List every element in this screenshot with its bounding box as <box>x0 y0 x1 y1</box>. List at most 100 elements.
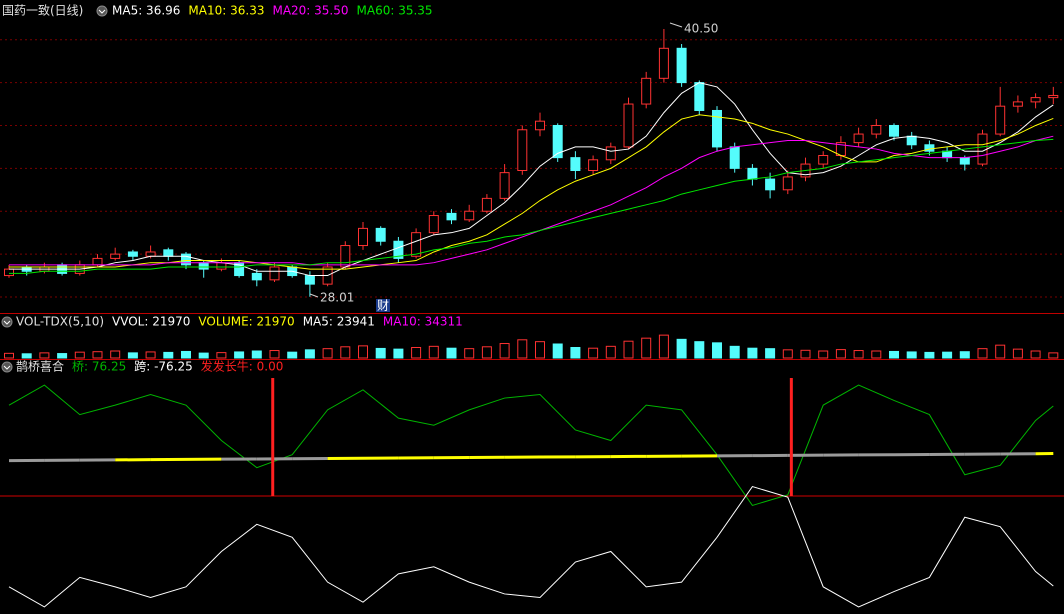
candle-body <box>942 150 953 159</box>
collapse-icon-arrow <box>98 9 106 14</box>
volume-bar <box>535 341 545 359</box>
volume-bar <box>464 348 475 359</box>
volume-bar <box>163 351 174 359</box>
volume-bar <box>942 351 953 359</box>
volume-bar <box>1012 348 1023 359</box>
volume-bar <box>588 347 599 359</box>
candle-body <box>358 227 368 247</box>
candle-body <box>747 167 758 180</box>
volume-bar <box>694 341 705 359</box>
candle-body <box>375 227 386 242</box>
legend-entry: MA5: 36.96 <box>112 4 180 18</box>
volume-bar <box>181 350 191 359</box>
news-icon-label[interactable]: 财 <box>377 299 389 313</box>
candle-body <box>1048 94 1059 99</box>
volume-bar <box>889 350 899 359</box>
candle-body <box>269 266 280 281</box>
low-label: 28.01 <box>320 291 354 305</box>
candle-body <box>694 82 705 111</box>
news-icon[interactable] <box>376 299 390 312</box>
volume-bar <box>977 348 988 359</box>
volume-bar <box>340 346 351 359</box>
candle-body <box>181 253 191 266</box>
volume-bar <box>959 351 970 359</box>
volume-bar <box>853 350 864 359</box>
candle-body <box>517 129 528 172</box>
volume-bar <box>517 339 528 359</box>
volume-bar <box>216 352 227 359</box>
candle-body <box>676 47 687 84</box>
candle-body <box>216 262 227 270</box>
candle-body <box>782 176 793 191</box>
legend-entry: MA60: 35.35 <box>357 4 433 18</box>
volume-bar <box>835 349 846 359</box>
volume-bar <box>800 349 811 359</box>
volume-bar <box>57 353 68 359</box>
volume-bar <box>251 350 262 359</box>
candle-body <box>658 47 669 79</box>
volume-bar <box>287 351 298 359</box>
volume-bar <box>145 351 156 359</box>
candle-body <box>729 146 740 169</box>
candle-body <box>411 232 422 257</box>
candle-body <box>1012 101 1023 107</box>
legend-entry: 跨: -76.25 <box>134 360 193 374</box>
collapse-icon[interactable] <box>96 5 108 17</box>
candle-body <box>4 268 14 277</box>
volume-bar <box>375 347 386 359</box>
candle-body <box>535 120 545 131</box>
candle-body <box>906 135 917 146</box>
readout: VVOL: 21970 <box>112 315 190 329</box>
indicator-line <box>8 384 1054 507</box>
volume-bar <box>393 348 404 359</box>
candle-body <box>428 215 439 234</box>
candle-body <box>251 272 262 281</box>
readout: MA5: 23941 <box>303 315 375 329</box>
collapse-icon[interactable] <box>1 361 13 373</box>
volume-bar <box>428 345 439 359</box>
indicator-line <box>8 485 1054 608</box>
candle-body <box>464 210 475 221</box>
ma-line <box>9 114 1054 270</box>
volume-bar <box>747 347 758 359</box>
candle-body <box>304 275 315 285</box>
legend-entry: MA20: 35.50 <box>272 4 348 18</box>
volume-bar <box>358 345 368 359</box>
collapse-icon[interactable] <box>1 316 13 328</box>
high-pointer <box>669 22 683 28</box>
candle-body <box>163 249 174 257</box>
layer: 国药一致(日线) MA5: 36.96 MA10: 36.33 MA20: 35.50… <box>0 4 1064 608</box>
chart-title: 鹊桥喜合 <box>16 359 64 374</box>
candle-body <box>110 253 121 259</box>
high-label: 40.50 <box>684 22 718 36</box>
candle-body <box>977 133 988 165</box>
volume-bar <box>1030 350 1041 359</box>
candle-body <box>127 251 138 257</box>
readout: MA10: 34311 <box>383 315 463 329</box>
candle-body <box>924 144 935 152</box>
volume-bar <box>446 347 457 359</box>
volume-bar <box>322 348 333 359</box>
volume-bar <box>676 338 687 359</box>
candle-body <box>765 178 776 191</box>
volume-bar <box>906 351 917 359</box>
volume-bar <box>782 349 793 359</box>
collapse-icon-arrow <box>3 320 11 325</box>
volume-bar <box>729 345 740 359</box>
volume-bar <box>818 350 829 359</box>
volume-bar <box>552 343 563 359</box>
candle-body <box>481 197 492 212</box>
volume-bar <box>765 348 776 359</box>
volume-bar <box>92 351 103 359</box>
volume-bar <box>269 350 280 359</box>
candle-body <box>340 245 351 268</box>
volume-bar <box>4 352 14 359</box>
readout: VOLUME: 21970 <box>198 315 294 329</box>
candle-body <box>871 124 882 135</box>
volume-bar <box>570 347 581 359</box>
volume-bar <box>641 337 652 359</box>
candle-body <box>499 172 510 199</box>
legend-entry: MA10: 36.33 <box>188 4 264 18</box>
collapse-icon-arrow <box>3 365 11 370</box>
